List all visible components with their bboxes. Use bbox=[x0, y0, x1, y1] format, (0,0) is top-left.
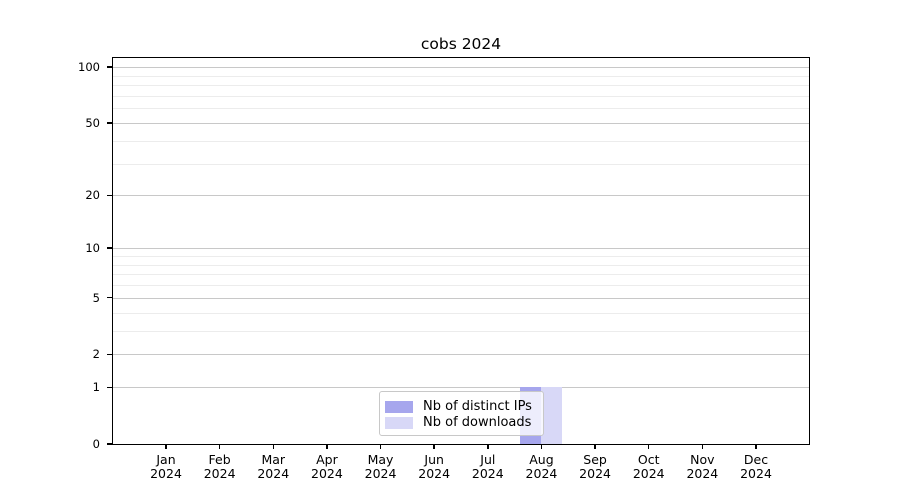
gridline bbox=[113, 312, 809, 314]
x-axis-tick-label: Nov 2024 bbox=[686, 452, 719, 481]
gridline bbox=[113, 354, 809, 356]
y-axis-tick-label: 0 bbox=[92, 437, 100, 451]
x-axis-tick bbox=[487, 444, 489, 449]
gridline bbox=[113, 95, 809, 97]
x-axis-tick bbox=[647, 444, 650, 449]
y-axis-tick bbox=[107, 443, 113, 445]
legend-entry-distinct-ips: Nb of distinct IPs bbox=[385, 400, 535, 413]
gridline bbox=[113, 67, 809, 69]
y-axis-tick-label: 50 bbox=[85, 115, 100, 130]
x-axis-tick-label: Jun 2024 bbox=[418, 452, 451, 481]
y-axis-tick bbox=[107, 194, 113, 197]
bar-downloads bbox=[541, 387, 563, 444]
gridline bbox=[113, 75, 809, 77]
y-axis-tick bbox=[107, 296, 113, 299]
x-axis-tick bbox=[165, 444, 167, 449]
y-axis-tick bbox=[107, 247, 113, 249]
legend-label-distinct-ips: Nb of distinct IPs bbox=[423, 399, 532, 414]
gridline bbox=[113, 108, 809, 110]
gridline bbox=[113, 140, 809, 142]
gridline bbox=[113, 248, 809, 250]
legend-entry-downloads: Nb of downloads bbox=[385, 416, 535, 429]
x-axis-tick bbox=[594, 444, 596, 449]
legend-swatch-downloads bbox=[385, 416, 413, 429]
legend: Nb of distinct IPs Nb of downloads bbox=[379, 391, 544, 436]
x-axis-tick-label: Apr 2024 bbox=[311, 452, 343, 481]
x-axis-tick bbox=[433, 444, 435, 449]
x-axis-tick-label: Sep 2024 bbox=[579, 452, 611, 481]
gridline bbox=[113, 163, 809, 165]
x-axis-tick-label: Jan 2024 bbox=[150, 452, 182, 481]
gridline bbox=[113, 255, 809, 257]
y-axis-tick-label: 10 bbox=[85, 241, 100, 256]
chart-title: cobs 2024 bbox=[420, 35, 502, 53]
gridline bbox=[113, 85, 809, 87]
y-axis-tick bbox=[107, 66, 113, 68]
y-axis-tick bbox=[107, 122, 113, 124]
x-axis-tick bbox=[701, 444, 704, 449]
gridline bbox=[113, 297, 809, 299]
x-axis-tick-label: Mar 2024 bbox=[257, 452, 290, 481]
x-axis-tick bbox=[540, 444, 543, 449]
x-axis-tick-label: Oct 2024 bbox=[632, 452, 665, 481]
x-axis-tick-label: May 2024 bbox=[364, 452, 397, 481]
x-axis-tick-label: Feb 2024 bbox=[203, 452, 236, 481]
y-axis-tick-label: 5 bbox=[92, 290, 100, 305]
x-axis-tick bbox=[218, 444, 221, 449]
gridline bbox=[113, 264, 809, 266]
x-axis-tick-label: Aug 2024 bbox=[525, 452, 558, 481]
x-axis-tick bbox=[755, 444, 757, 449]
legend-swatch-distinct-ips bbox=[385, 400, 413, 413]
gridline bbox=[113, 195, 809, 197]
x-axis-tick-label: Dec 2024 bbox=[740, 452, 772, 481]
gridline bbox=[113, 330, 809, 332]
x-axis-tick bbox=[379, 444, 382, 449]
gridline bbox=[113, 274, 809, 276]
y-axis-tick bbox=[107, 386, 113, 389]
gridline bbox=[113, 387, 809, 389]
x-axis-tick bbox=[326, 444, 328, 449]
y-axis-tick-label: 100 bbox=[78, 60, 100, 75]
x-axis-tick-label: Jul 2024 bbox=[471, 452, 504, 481]
x-axis-tick bbox=[272, 444, 275, 449]
y-axis-tick-label: 1 bbox=[92, 380, 100, 395]
legend-label-downloads: Nb of downloads bbox=[423, 415, 532, 430]
gridline bbox=[113, 122, 809, 124]
y-axis-tick bbox=[107, 353, 113, 356]
y-axis-tick-label: 2 bbox=[92, 347, 100, 362]
y-axis-tick-label: 20 bbox=[85, 188, 100, 203]
gridline bbox=[113, 285, 809, 287]
plot-area bbox=[112, 57, 810, 445]
